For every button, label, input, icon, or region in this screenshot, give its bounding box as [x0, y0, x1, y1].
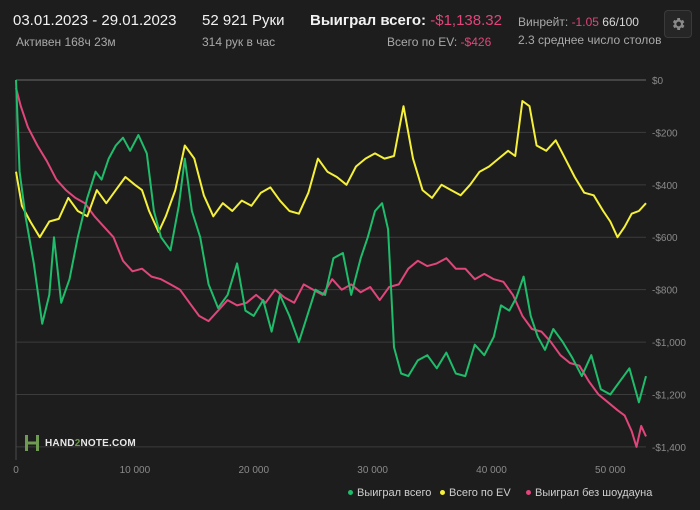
- x-tick-label: 20 000: [238, 465, 269, 476]
- hand2note-logo-icon: [25, 435, 39, 451]
- hands-count: 52 921 Руки: [202, 12, 285, 29]
- logo: HAND2NOTE.COM: [24, 434, 136, 452]
- series-line-1: [15, 100, 647, 239]
- hands-per-hour: 314 рук в час: [202, 35, 276, 49]
- legend-label-non-showdown: Выиграл без шоудауна: [535, 487, 653, 499]
- y-tick-label: $0: [652, 76, 664, 87]
- y-tick-label: -$800: [652, 286, 678, 297]
- avg-tables: 2.3 среднее число столов: [518, 33, 662, 47]
- total-won-value: -$1,138.32: [430, 12, 502, 29]
- total-won: Выиграл всего: -$1,138.32: [310, 12, 502, 29]
- logo-text-note: NOTE.COM: [80, 437, 136, 449]
- total-ev-value: -$426: [460, 35, 492, 49]
- y-tick-label: -$1,400: [652, 443, 686, 454]
- y-tick-label: -$400: [652, 181, 678, 192]
- total-ev-label: Всего по EV:: [387, 35, 458, 49]
- legend-label-won-total: Выиграл всего: [357, 487, 432, 499]
- legend-dot-green: [348, 489, 353, 495]
- y-tick-label: -$1,200: [652, 390, 686, 401]
- date-range: 03.01.2023 - 29.01.2023: [13, 12, 177, 29]
- x-tick-label: 10 000: [120, 465, 151, 476]
- logo-text-hand: HAND: [45, 437, 75, 449]
- gear-icon: [672, 18, 685, 30]
- winrate: Винрейт: -1.05 66/100: [518, 15, 639, 29]
- legend-item-non-showdown[interactable]: Выиграл без шоудауна: [526, 487, 652, 499]
- legend-dot-pink: [526, 489, 531, 495]
- series-line-0: [15, 79, 647, 404]
- y-tick-label: -$1,000: [652, 338, 686, 349]
- total-won-label: Выиграл всего:: [310, 12, 427, 29]
- x-tick-label: 50 000: [595, 465, 626, 476]
- x-tick-label: 30 000: [357, 465, 388, 476]
- winrate-suffix: 66/100: [602, 15, 639, 29]
- x-tick-label: 40 000: [476, 465, 507, 476]
- winrate-value: -1.05: [571, 15, 599, 29]
- series-line-2: [15, 87, 647, 448]
- legend-item-won-total[interactable]: Выиграл всего: [348, 487, 431, 499]
- winrate-label: Винрейт:: [518, 15, 569, 29]
- legend-dot-yellow: [440, 489, 445, 495]
- active-time: Активен 168ч 23м: [16, 35, 116, 49]
- settings-button[interactable]: [664, 10, 692, 38]
- total-ev: Всего по EV: -$426: [387, 35, 491, 49]
- x-tick-label: 0: [13, 465, 19, 476]
- y-tick-label: -$200: [652, 128, 678, 139]
- logo-text-two: 2: [74, 437, 81, 449]
- y-tick-label: -$600: [652, 233, 678, 244]
- legend-item-ev[interactable]: Всего по EV: [440, 487, 511, 499]
- legend-label-ev: Всего по EV: [449, 487, 511, 499]
